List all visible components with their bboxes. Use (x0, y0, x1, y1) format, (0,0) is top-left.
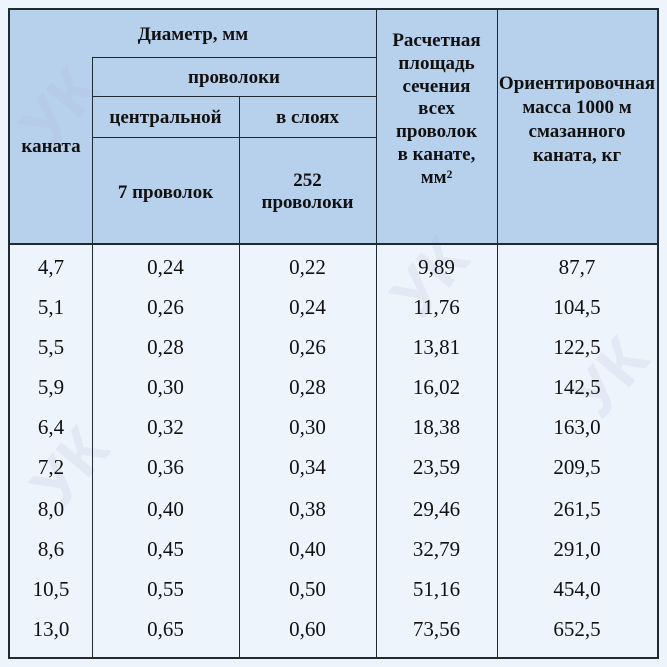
header-rope: каната (21, 136, 81, 157)
cell-central-wire: 0,55 (147, 577, 184, 601)
header-area-line: в канате, (397, 143, 476, 165)
header-252-word: проволоки (261, 192, 354, 214)
cell-layer-wire: 0,34 (289, 455, 326, 479)
col-divider-3 (376, 10, 377, 657)
header-252-wires: 252 проволоки (239, 170, 376, 215)
rope-table: УК УК УК УК Диаметр, мм проволоки центра… (7, 8, 662, 659)
header-area-line: Расчетная (392, 30, 481, 51)
cell-rope-diameter: 6,4 (37, 415, 65, 439)
cell-layer-wire: 0,40 (289, 537, 326, 561)
col-divider-1 (92, 57, 93, 657)
header-wires: проволоки (188, 67, 280, 88)
cell-rope-diameter: 13,0 (32, 617, 70, 641)
cell-central-wire: 0,26 (147, 295, 184, 319)
header-seven-wires: 7 проволок (117, 182, 214, 203)
cell-central-wire: 0,36 (147, 455, 184, 479)
table-header (10, 10, 657, 243)
cell-mass: 142,5 (553, 375, 601, 399)
cell-area: 51,16 (412, 577, 461, 601)
header-mass-line: масса 1000 м (522, 96, 632, 118)
col-divider-4 (497, 10, 498, 657)
cell-rope-diameter: 5,9 (37, 375, 65, 399)
cell-central-wire: 0,24 (147, 255, 184, 279)
cell-layer-wire: 0,24 (289, 295, 326, 319)
cell-rope-diameter: 8,6 (37, 537, 65, 561)
header-central: центральной (109, 107, 222, 128)
cell-area: 16,02 (412, 375, 461, 399)
cell-layer-wire: 0,26 (289, 335, 326, 359)
cell-mass: 87,7 (558, 255, 596, 279)
cell-area: 23,59 (412, 455, 461, 479)
cell-rope-diameter: 5,1 (37, 295, 65, 319)
cell-mass: 291,0 (553, 537, 601, 561)
cell-central-wire: 0,65 (147, 617, 184, 641)
cell-central-wire: 0,30 (147, 375, 184, 399)
cell-area: 13,81 (412, 335, 461, 359)
cell-rope-diameter: 4,7 (37, 255, 65, 279)
cell-area: 9,89 (418, 255, 455, 279)
header-area-line: сечения (402, 75, 471, 97)
header-area-line: всех (418, 98, 455, 120)
cell-mass: 122,5 (553, 335, 601, 359)
header-layers: в слоях (275, 107, 340, 128)
cell-rope-diameter: 10,5 (32, 577, 70, 601)
cell-layer-wire: 0,60 (289, 617, 326, 641)
cell-mass: 163,0 (553, 415, 601, 439)
cell-area: 11,76 (413, 295, 460, 319)
cell-mass: 261,5 (553, 497, 601, 521)
cell-rope-diameter: 5,5 (37, 335, 65, 359)
rule-under-wires (92, 96, 376, 97)
header-252-number: 252 (293, 170, 322, 191)
cell-layer-wire: 0,28 (289, 375, 326, 399)
cell-layer-wire: 0,38 (289, 497, 326, 521)
cell-layer-wire: 0,50 (289, 577, 326, 601)
cell-area: 18,38 (412, 415, 461, 439)
header-area-unit: мм² (420, 166, 453, 188)
header-mass-line: смазанного (528, 120, 626, 142)
cell-mass: 104,5 (553, 295, 601, 319)
rule-under-subheads (92, 137, 376, 138)
header-mass-line: каната, кг (532, 144, 622, 166)
header-area-line: проволок (395, 121, 478, 143)
cell-mass: 454,0 (553, 577, 601, 601)
cell-rope-diameter: 7,2 (37, 455, 65, 479)
col-divider-2 (239, 96, 240, 657)
cell-mass: 652,5 (553, 617, 601, 641)
cell-central-wire: 0,32 (147, 415, 184, 439)
header-mass: Ориентировочная масса 1000 м смазанного … (497, 72, 657, 168)
cell-mass: 209,5 (553, 455, 601, 479)
cell-central-wire: 0,45 (147, 537, 184, 561)
header-area: Расчетная площадь сечения всех проволок … (376, 30, 497, 190)
header-mass-line: Ориентировочная (498, 73, 656, 94)
rule-under-diameter (92, 57, 376, 58)
cell-rope-diameter: 8,0 (37, 497, 65, 521)
header-divider (10, 243, 657, 245)
cell-area: 73,56 (412, 617, 461, 641)
header-diameter: Диаметр, мм (137, 24, 249, 45)
cell-area: 29,46 (412, 497, 461, 521)
cell-central-wire: 0,28 (147, 335, 184, 359)
cell-area: 32,79 (412, 537, 461, 561)
cell-layer-wire: 0,22 (289, 255, 326, 279)
cell-layer-wire: 0,30 (289, 415, 326, 439)
cell-central-wire: 0,40 (147, 497, 184, 521)
header-area-line: площадь (398, 52, 475, 74)
